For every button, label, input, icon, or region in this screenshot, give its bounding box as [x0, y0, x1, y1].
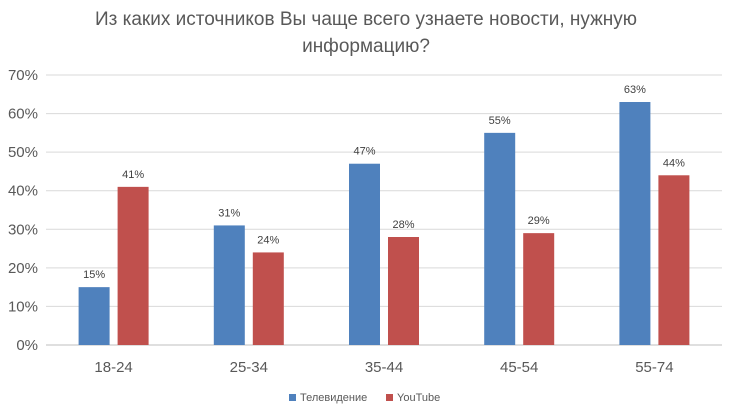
- bar-tv: [484, 132, 516, 345]
- legend-swatch: [386, 394, 393, 401]
- y-tick-label: 60%: [8, 106, 38, 123]
- bar-youtube: [388, 237, 419, 345]
- chart-title-line-1: Из каких источников Вы чаще всего узнает…: [94, 9, 638, 30]
- y-tick-label: 40%: [8, 183, 38, 200]
- chart-title: Из каких источников Вы чаще всего узнает…: [0, 6, 732, 60]
- bar-tv: [619, 102, 651, 345]
- bar-youtube: [117, 186, 149, 345]
- data-label: 55%: [489, 115, 511, 127]
- data-label: 41%: [122, 169, 144, 181]
- legend-label: Телевидение: [300, 392, 367, 404]
- x-tick-label: 55-74: [635, 359, 673, 376]
- data-label: 44%: [663, 157, 685, 169]
- data-label: 63%: [624, 84, 646, 96]
- bar-youtube: [523, 233, 555, 345]
- x-tick-label: 35-44: [365, 359, 403, 376]
- y-tick-label: 20%: [8, 260, 38, 277]
- legend-swatch: [289, 394, 296, 401]
- data-label: 47%: [353, 146, 375, 158]
- data-label: 24%: [257, 234, 279, 246]
- bar-tv: [349, 163, 380, 345]
- y-tick-label: 10%: [8, 298, 38, 315]
- bar-tv: [213, 225, 245, 345]
- chart-title-line-2: информацию?: [302, 36, 430, 57]
- bar-youtube: [658, 175, 690, 345]
- data-label: 15%: [83, 269, 105, 281]
- y-tick-label: 30%: [8, 221, 38, 238]
- x-tick-label: 18-24: [94, 359, 132, 376]
- y-tick-label: 0%: [16, 337, 38, 354]
- x-tick-label: 25-34: [230, 359, 268, 376]
- bar-youtube: [252, 252, 284, 345]
- bar-tv: [78, 287, 110, 345]
- x-tick-label: 45-54: [500, 359, 538, 376]
- y-tick-label: 50%: [8, 144, 38, 161]
- data-label: 29%: [528, 215, 550, 227]
- data-label: 28%: [392, 219, 414, 231]
- legend-label: YouTube: [397, 392, 440, 404]
- y-tick-label: 70%: [8, 67, 38, 84]
- data-label: 31%: [218, 207, 240, 219]
